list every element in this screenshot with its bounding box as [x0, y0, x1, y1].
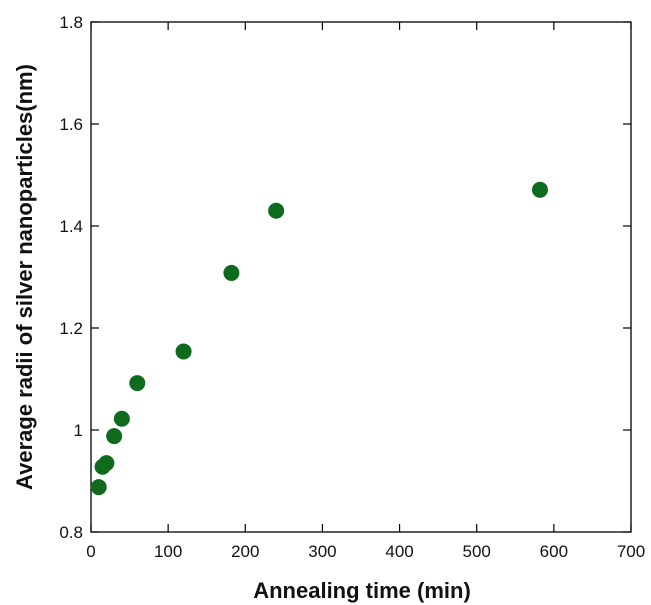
- x-tick-label: 600: [540, 542, 568, 561]
- x-tick-label: 200: [231, 542, 259, 561]
- x-tick-label: 500: [463, 542, 491, 561]
- y-tick-label: 1.4: [59, 217, 83, 236]
- x-tick-label: 0: [86, 542, 95, 561]
- data-point: [268, 202, 285, 219]
- x-tick-label: 700: [617, 542, 645, 561]
- y-tick-label: 0.8: [59, 523, 83, 542]
- data-point: [175, 343, 192, 360]
- data-point: [113, 410, 130, 427]
- x-tick-label: 300: [308, 542, 336, 561]
- y-axis-title: Average radii of silver nanoparticles(nm…: [12, 64, 37, 490]
- data-points: [90, 181, 548, 496]
- x-axis-title: Annealing time (min): [253, 578, 471, 603]
- data-point: [129, 375, 146, 392]
- data-point: [98, 455, 115, 472]
- data-point: [106, 428, 123, 445]
- data-point: [531, 181, 548, 198]
- y-tick-label: 1.8: [59, 13, 83, 32]
- data-point: [90, 479, 107, 496]
- x-tick-label: 100: [154, 542, 182, 561]
- y-tick-label: 1: [74, 421, 83, 440]
- x-axis: 0 100 200 300 400 500 600 700: [86, 22, 645, 561]
- plot-frame: [90, 21, 632, 533]
- y-tick-label: 1.6: [59, 115, 83, 134]
- x-tick-label: 400: [385, 542, 413, 561]
- y-tick-label: 1.2: [59, 319, 83, 338]
- data-point: [223, 264, 240, 281]
- y-axis: 0.8 1 1.2 1.4 1.6 1.8: [59, 13, 631, 542]
